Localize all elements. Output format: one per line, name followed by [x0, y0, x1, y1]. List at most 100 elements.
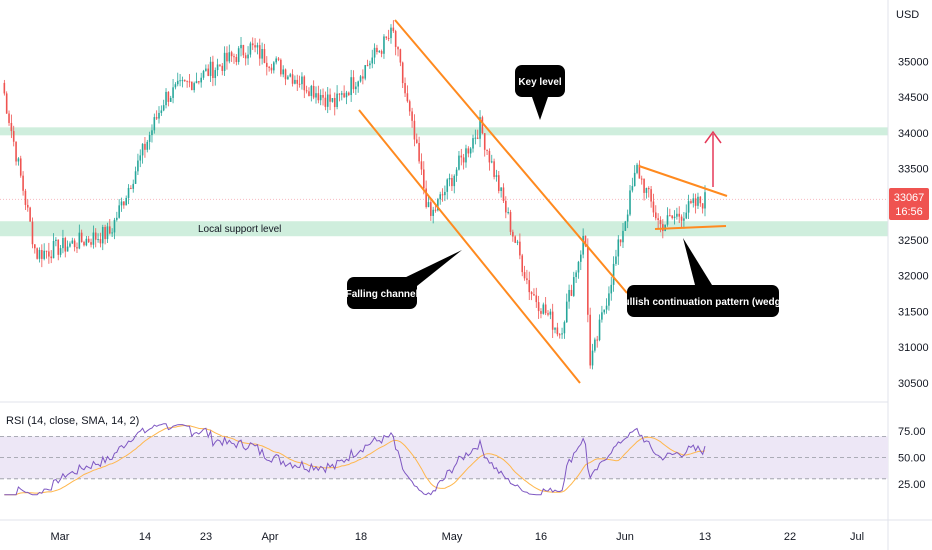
candle-body: [378, 51, 381, 53]
candle-body: [172, 87, 174, 98]
candle-body: [38, 250, 41, 259]
candle-body: [237, 48, 240, 63]
candle-body: [394, 31, 397, 47]
candle-body: [116, 217, 118, 220]
candle-body: [160, 110, 163, 113]
candle-body: [683, 218, 685, 221]
time-tick-label: 14: [139, 531, 151, 543]
candle-body: [362, 76, 364, 79]
candle-body: [434, 209, 437, 211]
candle-body: [376, 47, 378, 52]
candle-series: [3, 20, 706, 370]
candle-body: [577, 261, 580, 273]
candle-body: [64, 237, 67, 252]
candle-body: [687, 201, 690, 213]
time-axis[interactable]: Mar 14 23 Apr 18 May 16 Jun 13 22 Jul: [51, 531, 865, 543]
candle-body: [317, 93, 320, 101]
candle-body: [132, 183, 135, 189]
candle-body: [404, 83, 406, 94]
candle-body: [526, 278, 528, 281]
candle-body: [268, 66, 270, 68]
candle-body: [704, 192, 706, 209]
candle-body: [287, 76, 289, 80]
candle-body: [439, 194, 442, 200]
candle-body: [612, 263, 615, 285]
candle-body: [312, 85, 315, 98]
candle-body: [71, 240, 74, 244]
candle-body: [512, 231, 514, 237]
candle-body: [216, 64, 219, 71]
candle-body: [383, 36, 385, 54]
candle-body: [52, 240, 55, 259]
candle-body: [289, 74, 292, 77]
candle-body: [12, 131, 15, 142]
rsi-title: RSI (14, close, SMA, 14, 2): [6, 415, 139, 427]
candle-body: [608, 293, 610, 306]
candle-body: [357, 81, 359, 87]
candle-body: [685, 212, 688, 219]
candle-body: [575, 272, 577, 278]
candle-body: [359, 76, 362, 82]
candle-body: [626, 214, 629, 222]
candle-body: [251, 43, 254, 46]
candle-body: [92, 232, 95, 245]
candle-body: [97, 239, 99, 241]
candle-body: [235, 57, 238, 63]
candle-body: [558, 334, 561, 336]
candle-body: [493, 161, 495, 177]
candle-body: [228, 52, 231, 62]
candle-body: [219, 64, 221, 66]
candle-body: [90, 242, 92, 245]
wedge-lower-line: [654, 225, 727, 230]
price-tick-label: 35000: [898, 56, 929, 68]
candle-body: [390, 27, 392, 39]
candle-body: [446, 179, 449, 192]
candle-body: [48, 251, 50, 257]
candle-body: [542, 304, 545, 314]
candle-body: [490, 161, 493, 163]
candle-body: [87, 238, 90, 243]
candle-body: [556, 327, 559, 335]
candle-body: [3, 82, 6, 94]
candle-body: [151, 130, 153, 136]
drawings: [358, 19, 728, 384]
candle-body: [659, 219, 662, 225]
candle-body: [418, 142, 420, 162]
candle-body: [305, 90, 308, 92]
candle-body: [406, 93, 409, 102]
candle-body: [678, 213, 681, 217]
candle-body: [657, 218, 659, 220]
candle-body: [94, 232, 97, 240]
candle-body: [643, 178, 645, 193]
candle-body: [458, 155, 460, 170]
candle-body: [495, 175, 498, 177]
falling-channel-callout-box: [347, 277, 417, 309]
candle-body: [223, 52, 226, 71]
candle-body: [193, 83, 195, 91]
wedge-callout-pointer: [683, 238, 712, 285]
candle-body: [244, 55, 247, 59]
time-tick-label: May: [442, 531, 463, 543]
candle-body: [392, 27, 395, 32]
candle-body: [153, 117, 156, 131]
candle-body: [176, 80, 179, 85]
price-tick-label: 32000: [898, 271, 929, 283]
candle-body: [399, 49, 402, 63]
candle-body: [144, 143, 146, 150]
candle-body: [270, 67, 273, 71]
time-tick-label: Jun: [616, 531, 634, 543]
candle-body: [441, 194, 444, 196]
candle-body: [589, 314, 591, 366]
candle-body: [584, 235, 587, 247]
candle-body: [462, 157, 465, 163]
candle-body: [537, 302, 540, 312]
candle-body: [55, 239, 57, 241]
candle-body: [666, 215, 669, 225]
candle-body: [444, 191, 446, 196]
candle-body: [200, 77, 202, 83]
candle-body: [568, 289, 570, 302]
candle-body: [80, 232, 83, 243]
candle-body: [369, 63, 371, 66]
